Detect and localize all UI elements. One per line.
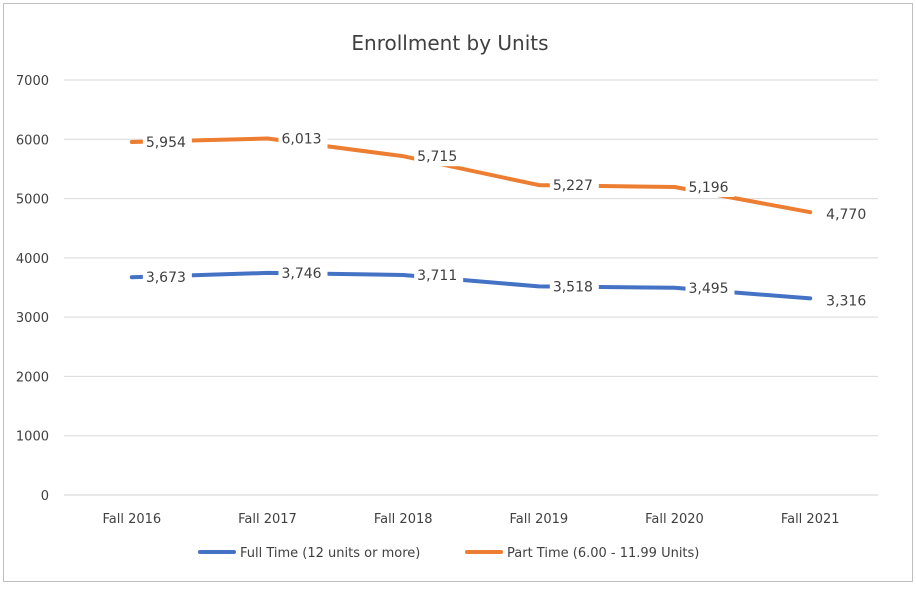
x-tick-label: Fall 2019 [509, 512, 568, 527]
y-axis: 0 1000 2000 3000 4000 5000 6000 7000 [16, 74, 49, 504]
data-label-background [549, 277, 599, 297]
data-label-group: 6,013 [278, 129, 328, 149]
data-label: 3,673 [146, 270, 186, 286]
data-label: 3,711 [417, 268, 457, 284]
data-label: 3,495 [689, 281, 729, 297]
data-label-group: 3,518 [549, 277, 599, 297]
y-tick-label: 5000 [16, 193, 49, 208]
x-tick-label: Fall 2020 [645, 512, 704, 527]
legend: Full Time (12 units or more) Part Time (6… [198, 546, 699, 561]
y-tick-label: 7000 [16, 74, 49, 89]
data-label-background [142, 133, 192, 153]
data-label: 3,316 [826, 293, 866, 309]
data-label-group: 5,227 [549, 176, 599, 196]
data-label-background [685, 177, 735, 197]
data-label-group: 3,673 [142, 268, 192, 288]
data-label-group: 4,770 [826, 207, 866, 223]
data-label-group: 5,954 [142, 133, 192, 153]
data-label: 5,954 [146, 135, 186, 151]
data-label-background [142, 268, 192, 288]
y-tick-label: 2000 [16, 370, 49, 385]
y-tick-label: 4000 [16, 252, 49, 267]
y-tick-label: 1000 [16, 430, 49, 445]
data-label-background [414, 147, 464, 167]
data-label: 3,518 [553, 279, 593, 295]
x-tick-label: Fall 2021 [781, 512, 840, 527]
y-tick-label: 0 [41, 489, 49, 504]
data-labels: 3,673 3,746 3,711 3,518 3,495 3,316 5,954 6,013… [142, 129, 866, 309]
x-tick-label: Fall 2017 [238, 512, 297, 527]
data-label: 5,227 [553, 178, 593, 194]
x-tick-label: Fall 2018 [374, 512, 433, 527]
legend-label: Part Time (6.00 - 11.99 Units) [507, 546, 699, 561]
y-tick-label: 6000 [16, 133, 49, 148]
data-label-group: 3,746 [278, 263, 328, 283]
data-label-background [549, 176, 599, 196]
data-label: 3,746 [282, 266, 322, 282]
legend-label: Full Time (12 units or more) [240, 546, 420, 561]
data-label-background [685, 278, 735, 298]
data-label: 5,715 [417, 149, 457, 165]
data-label-background [278, 263, 328, 283]
chart-border [3, 3, 913, 582]
data-label-group: 3,495 [685, 278, 735, 298]
x-axis: Fall 2016 Fall 2017 Fall 2018 Fall 2019 Fall… [102, 512, 839, 527]
data-label: 5,196 [689, 180, 729, 196]
y-tick-label: 3000 [16, 311, 49, 326]
data-label-background [278, 129, 328, 149]
data-label-group: 3,711 [414, 265, 464, 285]
data-label-group: 5,196 [685, 177, 735, 197]
data-label-group: 5,715 [414, 147, 464, 167]
data-label: 6,013 [282, 132, 322, 148]
data-label-background [414, 265, 464, 285]
x-tick-label: Fall 2016 [102, 512, 161, 527]
chart-title: Enrollment by Units [351, 31, 548, 55]
data-label: 4,770 [826, 207, 866, 223]
data-label-group: 3,316 [826, 293, 866, 309]
